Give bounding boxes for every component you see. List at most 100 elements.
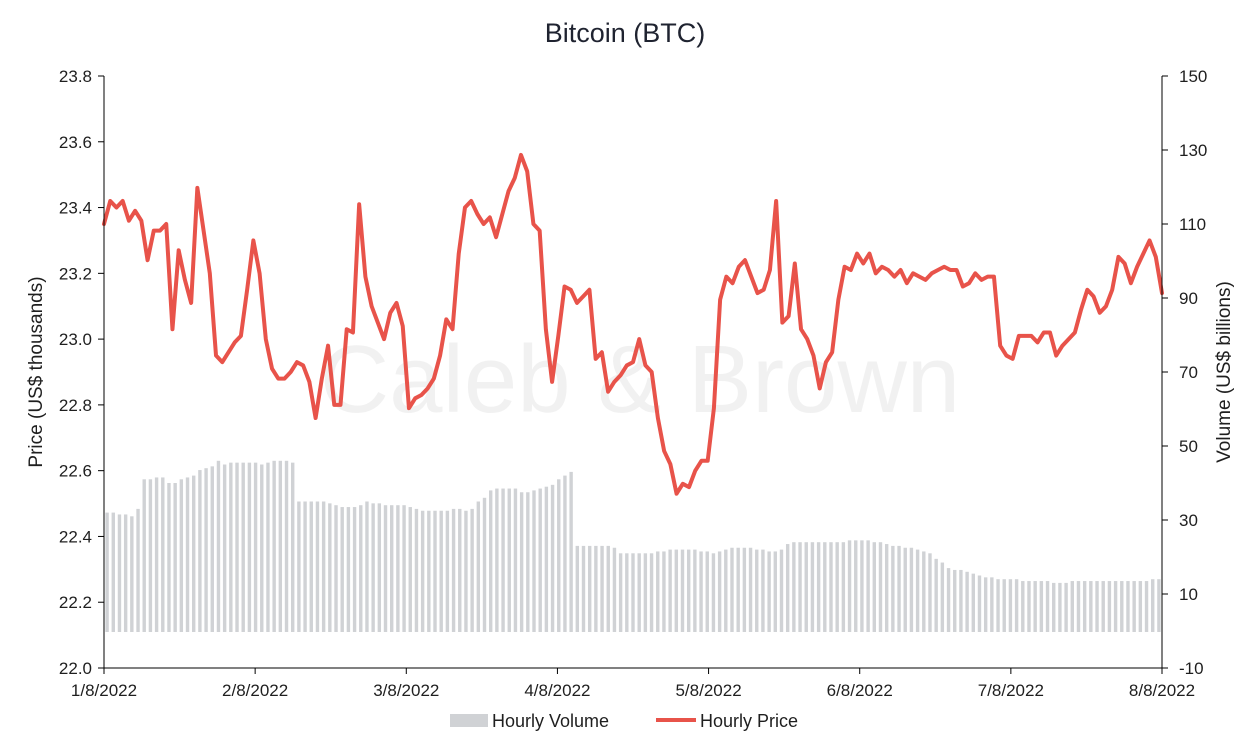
volume-bar: [303, 501, 307, 632]
volume-bar: [1008, 579, 1013, 632]
volume-bar: [1076, 581, 1081, 632]
x-tick-label: 5/8/2022: [675, 681, 741, 700]
y2-axis-label: Volume (US$ billions): [1214, 281, 1235, 463]
volume-bar: [606, 545, 610, 632]
legend-price-label: Hourly Price: [700, 711, 798, 731]
volume-bar: [1089, 581, 1093, 632]
right-tick-label: 150: [1179, 67, 1207, 86]
left-tick-label: 23.4: [59, 199, 92, 218]
volume-bar: [1039, 581, 1044, 632]
right-y-ticks: 150 130 110 90 70 50 30 10 -10: [1162, 67, 1207, 678]
volume-bar: [458, 508, 462, 632]
right-tick-label: 130: [1179, 141, 1207, 160]
volume-bar: [544, 486, 549, 632]
x-ticks: 1/8/2022 2/8/2022 3/8/2022 4/8/2022 5/8/2022…: [71, 668, 1195, 700]
volume-bar: [847, 540, 852, 632]
volume-bar: [575, 545, 580, 632]
volume-bar: [111, 512, 115, 632]
right-tick-label: -10: [1179, 659, 1204, 678]
volume-bar: [959, 569, 963, 632]
volume-bar: [928, 553, 932, 632]
volume-bar: [241, 462, 245, 632]
volume-bar: [915, 549, 920, 632]
volume-bar: [711, 553, 716, 632]
volume-bar: [730, 547, 734, 632]
volume-bar: [142, 479, 146, 632]
legend-volume-label: Hourly Volume: [492, 711, 609, 731]
volume-bar: [674, 549, 679, 632]
volume-bar: [686, 549, 691, 632]
volume-bar: [173, 483, 177, 632]
left-tick-label: 23.6: [59, 133, 92, 152]
volume-bar: [680, 549, 685, 632]
volume-bar: [724, 549, 728, 632]
volume-bar: [439, 510, 443, 632]
volume-bar: [668, 549, 672, 632]
volume-bar: [136, 508, 140, 632]
volume-bar: [699, 551, 703, 632]
volume-bar: [309, 501, 313, 632]
volume-bar: [835, 542, 839, 632]
volume-bar: [705, 551, 709, 632]
volume-bar: [897, 545, 901, 632]
volume-bar: [940, 562, 945, 632]
x-tick-label: 6/8/2022: [827, 681, 893, 700]
volume-bar: [550, 484, 555, 632]
volume-bar: [1151, 579, 1155, 632]
volume-bar: [755, 549, 759, 632]
volume-bar: [922, 551, 926, 632]
right-tick-label: 10: [1179, 585, 1198, 604]
volume-bar: [167, 483, 171, 632]
volume-bar: [1132, 581, 1136, 632]
volume-bar: [445, 510, 450, 632]
volume-bar: [909, 547, 914, 632]
volume-bar: [117, 514, 122, 632]
volume-bar: [526, 492, 530, 632]
volume-bar: [179, 479, 184, 632]
volume-bar: [229, 462, 233, 632]
volume-bar: [365, 501, 369, 632]
left-y-ticks: 23.8 23.6 23.4 23.2 23.0 22.8 22.6 22.4 22.2 22.0: [59, 67, 104, 678]
volume-bar: [433, 510, 437, 632]
volume-bar: [946, 568, 951, 632]
volume-bar: [1064, 582, 1068, 632]
x-tick-label: 2/8/2022: [222, 681, 288, 700]
volume-bar: [260, 464, 264, 632]
volume-bar: [420, 510, 425, 632]
volume-bar: [328, 503, 332, 632]
volume-bar: [291, 462, 295, 632]
volume-bar: [272, 460, 276, 632]
volume-bar: [390, 505, 394, 632]
left-tick-label: 22.6: [59, 462, 92, 481]
volume-bar: [105, 512, 109, 632]
volume-bar: [1107, 581, 1112, 632]
volume-bar: [1120, 581, 1124, 632]
volume-bar: [792, 542, 796, 632]
volume-bar: [662, 551, 666, 632]
volume-bar: [185, 477, 190, 632]
volume-bar: [1157, 579, 1161, 632]
right-tick-label: 70: [1179, 363, 1198, 382]
y-axis-label: Price (US$ thousands): [26, 276, 47, 467]
volume-bar: [1070, 581, 1074, 632]
volume-bar: [612, 547, 617, 632]
volume-bar: [464, 510, 468, 632]
volume-bar: [854, 540, 858, 632]
x-tick-label: 3/8/2022: [373, 681, 439, 700]
volume-bar: [495, 488, 499, 632]
volume-bar: [953, 569, 957, 632]
left-tick-label: 22.8: [59, 396, 92, 415]
volume-bar: [352, 507, 357, 632]
volume-bar: [334, 505, 338, 632]
volume-bar: [977, 575, 982, 632]
price-line: [102, 152, 1164, 496]
volume-bar: [1045, 581, 1050, 632]
legend: Hourly Volume Hourly Price: [450, 711, 798, 731]
volume-bar: [742, 547, 747, 632]
volume-bar: [346, 507, 351, 632]
volume-bar: [569, 471, 573, 632]
volume-bar: [396, 505, 400, 632]
legend-volume-swatch: [450, 714, 488, 727]
volume-bars: [105, 460, 1161, 632]
